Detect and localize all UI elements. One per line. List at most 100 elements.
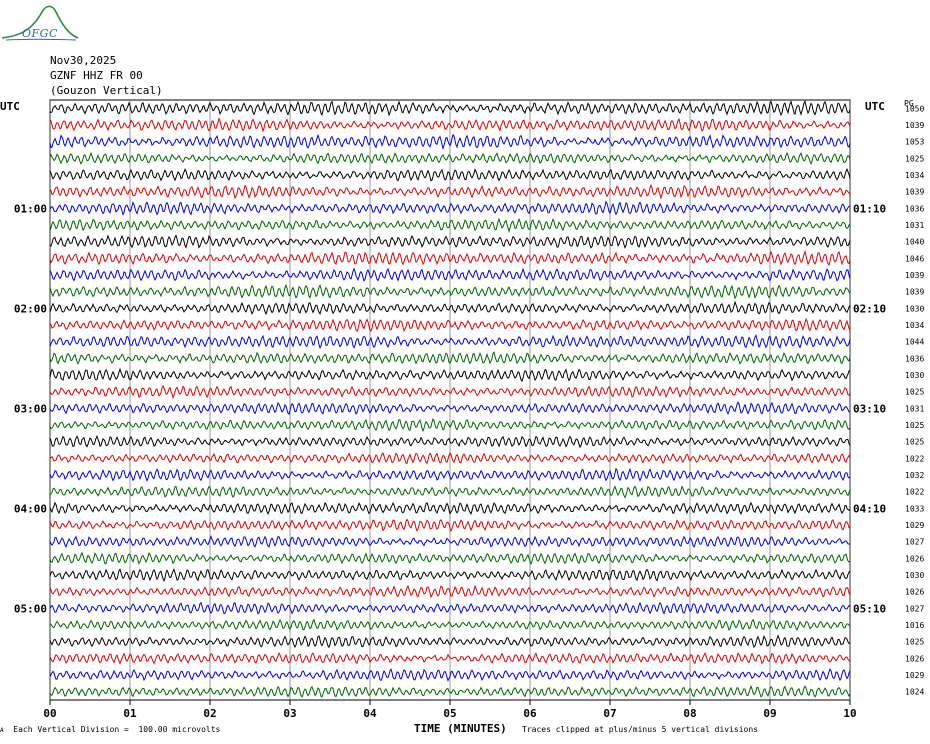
trace-value-label: 1030 — [905, 304, 924, 313]
trace-3 — [49, 151, 851, 166]
left-time-label: 04:00 — [14, 502, 47, 515]
trace-value-label: 1039 — [905, 121, 924, 130]
station-location: (Gouzon Vertical) — [50, 84, 163, 97]
trace-16 — [49, 367, 851, 383]
right-time-label: 05:10 — [853, 602, 886, 615]
trace-value-label: 1026 — [905, 554, 924, 563]
trace-value-label: 1026 — [905, 654, 924, 663]
trace-value-label: 1034 — [905, 171, 924, 180]
left-utc-label: UTC — [0, 100, 20, 113]
trace-32 — [49, 634, 851, 649]
right-time-label: 02:10 — [853, 302, 886, 315]
trace-4 — [49, 167, 851, 182]
trace-value-label: 1039 — [905, 188, 924, 197]
trace-value-label: 1027 — [905, 604, 924, 613]
trace-10 — [49, 267, 851, 282]
trace-13 — [49, 317, 851, 333]
left-time-label: 03:00 — [14, 402, 47, 415]
scale-note-text: Each Vertical Division = 100.00 microvol… — [13, 725, 221, 734]
trace-value-label: 1032 — [905, 471, 924, 480]
trace-22 — [49, 467, 851, 482]
trace-value-label: 1030 — [905, 371, 924, 380]
trace-18 — [49, 401, 851, 416]
right-column-header: PG — [904, 99, 914, 108]
trace-25 — [49, 518, 851, 532]
right-time-label: 03:10 — [853, 402, 886, 415]
trace-value-label: 1036 — [905, 354, 924, 363]
x-tick-label: 07 — [603, 707, 616, 720]
trace-30 — [49, 601, 851, 615]
trace-value-label: 1025 — [905, 154, 924, 163]
logo-mountain-icon — [1, 5, 79, 41]
trace-26 — [49, 535, 851, 549]
trace-29 — [49, 584, 851, 599]
left-time-label: 02:00 — [14, 302, 47, 315]
trace-value-label: 1031 — [905, 221, 924, 230]
x-tick-label: 04 — [363, 707, 377, 720]
trace-value-label: 1027 — [905, 538, 924, 547]
trace-31 — [49, 618, 851, 631]
x-tick-label: 09 — [763, 707, 776, 720]
trace-value-label: 1024 — [905, 688, 924, 697]
trace-15 — [49, 351, 851, 366]
x-tick-label: 03 — [283, 707, 296, 720]
trace-7 — [49, 217, 851, 233]
trace-35 — [49, 684, 851, 698]
x-axis-title: TIME (MINUTES) — [414, 722, 507, 735]
trace-2 — [49, 133, 851, 151]
trace-34 — [49, 668, 851, 683]
station-code: GZNF HHZ FR 00 — [50, 69, 143, 82]
trace-value-label: 1025 — [905, 638, 924, 647]
trace-33 — [49, 651, 851, 665]
trace-20 — [49, 434, 851, 449]
trace-19 — [49, 417, 851, 433]
ofgc-logo: OFGC — [0, 0, 80, 44]
trace-value-label: 1039 — [905, 271, 924, 280]
trace-value-label: 1029 — [905, 521, 924, 530]
trace-17 — [49, 384, 851, 400]
trace-0 — [49, 99, 851, 117]
trace-21 — [49, 452, 851, 465]
trace-value-label: 1022 — [905, 454, 924, 463]
trace-value-label: 1033 — [905, 504, 924, 513]
x-tick-label: 00 — [43, 707, 56, 720]
trace-value-label: 1025 — [905, 421, 924, 430]
trace-5 — [49, 183, 851, 200]
x-tick-label: 05 — [443, 707, 456, 720]
trace-value-label: 1050 — [905, 104, 924, 113]
left-time-label: 05:00 — [14, 602, 47, 615]
trace-14 — [49, 333, 851, 350]
scale-marker: A — [0, 727, 4, 734]
x-tick-label: 01 — [123, 707, 137, 720]
trace-value-label: 1030 — [905, 571, 924, 580]
x-tick-label: 10 — [843, 707, 856, 720]
clip-note: Traces clipped at plus/minus 5 vertical … — [522, 725, 759, 734]
left-time-label: 01:00 — [14, 202, 47, 215]
trace-value-label: 1025 — [905, 388, 924, 397]
x-tick-label: 02 — [203, 707, 216, 720]
trace-9 — [49, 250, 851, 267]
trace-value-label: 1025 — [905, 438, 924, 447]
right-time-label: 04:10 — [853, 502, 886, 515]
right-time-label: 01:10 — [853, 202, 886, 215]
trace-11 — [49, 283, 851, 300]
trace-value-label: 1022 — [905, 488, 924, 497]
trace-27 — [49, 551, 851, 565]
trace-24 — [49, 501, 851, 516]
logo-text: OFGC — [22, 27, 58, 40]
trace-value-label: 1039 — [905, 288, 924, 297]
right-utc-label: UTC — [865, 100, 885, 113]
trace-value-label: 1036 — [905, 204, 924, 213]
x-tick-label: 06 — [523, 707, 537, 720]
trace-value-label: 1029 — [905, 671, 924, 680]
trace-1 — [49, 117, 851, 133]
trace-value-label: 1040 — [905, 238, 924, 247]
trace-6 — [49, 200, 851, 216]
scale-note: A Each Vertical Division = 100.00 microv… — [0, 725, 220, 734]
trace-value-label: 1034 — [905, 321, 924, 330]
trace-28 — [49, 567, 851, 582]
x-tick-label: 08 — [683, 707, 696, 720]
trace-value-label: 1053 — [905, 138, 924, 147]
trace-value-label: 1046 — [905, 254, 924, 263]
